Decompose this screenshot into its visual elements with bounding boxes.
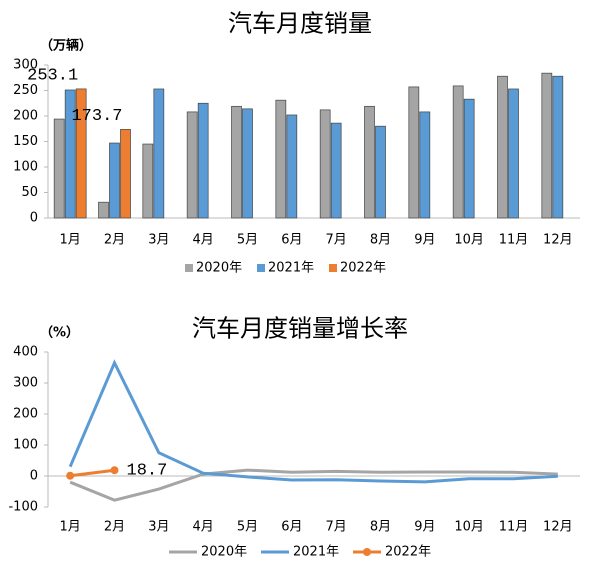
bar bbox=[231, 105, 242, 219]
line bbox=[69, 468, 558, 502]
bar bbox=[419, 111, 431, 219]
bar bbox=[286, 114, 298, 219]
x-tick-label: 1月 bbox=[60, 520, 81, 535]
x-tick-label: 7月 bbox=[326, 233, 347, 248]
y-tick-label: 50 bbox=[21, 185, 38, 200]
x-tick-label: 11月 bbox=[499, 233, 529, 248]
bar bbox=[242, 108, 253, 219]
x-tick-label: 5月 bbox=[237, 233, 258, 248]
chart-title: 汽车月度销量 bbox=[228, 10, 372, 38]
bar bbox=[319, 109, 331, 219]
bar bbox=[497, 75, 508, 219]
x-tick-label: 2月 bbox=[104, 520, 125, 535]
legend-label: 2021年 bbox=[293, 545, 339, 560]
bar bbox=[508, 88, 519, 219]
data-label: 18.7 bbox=[127, 462, 168, 481]
bar bbox=[375, 125, 386, 219]
bar bbox=[330, 122, 342, 219]
bar bbox=[186, 111, 198, 219]
line bbox=[68, 359, 558, 484]
legend-swatch bbox=[329, 264, 337, 272]
legend-label: 2022年 bbox=[385, 545, 431, 560]
x-tick-label: 1月 bbox=[60, 233, 81, 248]
x-tick-label: 3月 bbox=[148, 520, 169, 535]
data-label: 173.7 bbox=[71, 107, 122, 126]
y-tick-label: 0 bbox=[30, 211, 38, 226]
legend-label: 2021年 bbox=[268, 261, 314, 276]
bar bbox=[452, 85, 464, 219]
line bbox=[69, 468, 115, 478]
x-tick-label: 11月 bbox=[499, 520, 529, 535]
legend-label: 2020年 bbox=[201, 545, 247, 560]
bar bbox=[197, 102, 209, 219]
marker bbox=[66, 471, 75, 480]
x-tick-label: 9月 bbox=[414, 520, 435, 535]
bar bbox=[552, 75, 564, 219]
bar bbox=[64, 89, 76, 219]
x-tick-label: 6月 bbox=[281, 520, 302, 535]
y-tick-label: 200 bbox=[13, 109, 38, 124]
legend-label: 2022年 bbox=[340, 261, 386, 276]
y-tick-label: 400 bbox=[13, 345, 38, 360]
y-axis-label: （%） bbox=[40, 325, 79, 341]
x-tick-label: 3月 bbox=[148, 233, 169, 248]
y-tick-label: 100 bbox=[13, 160, 38, 175]
x-tick-label: 12月 bbox=[543, 233, 573, 248]
legend-swatch bbox=[185, 264, 193, 272]
x-tick-label: 8月 bbox=[370, 520, 391, 535]
bar bbox=[275, 99, 287, 219]
y-tick-label: 0 bbox=[30, 469, 38, 484]
x-tick-label: 6月 bbox=[281, 233, 302, 248]
x-tick-label: 5月 bbox=[237, 520, 258, 535]
chart-title: 汽车月度销量增长率 bbox=[192, 315, 408, 343]
bar bbox=[541, 72, 553, 219]
x-tick-label: 10月 bbox=[454, 233, 484, 248]
bar bbox=[364, 105, 375, 219]
y-tick-label: 300 bbox=[13, 58, 38, 73]
x-tick-label: 8月 bbox=[370, 233, 391, 248]
y-axis-label: （万辆） bbox=[40, 38, 92, 54]
y-tick-label: 300 bbox=[13, 376, 38, 391]
bar bbox=[53, 118, 65, 219]
y-tick-label: 200 bbox=[13, 407, 38, 422]
bar bbox=[120, 129, 131, 219]
marker bbox=[110, 466, 119, 475]
bar bbox=[98, 201, 109, 219]
x-tick-label: 4月 bbox=[193, 233, 214, 248]
legend-label: 2020年 bbox=[196, 261, 242, 276]
x-tick-label: 2月 bbox=[104, 233, 125, 248]
y-tick-label: 150 bbox=[13, 134, 38, 149]
y-tick-label: -100 bbox=[8, 500, 38, 515]
bar bbox=[463, 98, 475, 219]
bar bbox=[153, 88, 165, 219]
y-tick-label: 250 bbox=[13, 83, 38, 98]
x-tick-label: 7月 bbox=[326, 520, 347, 535]
x-tick-label: 10月 bbox=[454, 520, 484, 535]
legend-marker bbox=[363, 548, 371, 556]
x-tick-label: 4月 bbox=[193, 520, 214, 535]
x-tick-label: 12月 bbox=[543, 520, 573, 535]
data-label: 253.1 bbox=[27, 66, 78, 85]
bar bbox=[408, 86, 420, 219]
x-tick-label: 9月 bbox=[414, 233, 435, 248]
legend-swatch bbox=[257, 264, 265, 272]
y-tick-label: 100 bbox=[13, 438, 38, 453]
bar bbox=[75, 88, 87, 219]
bar bbox=[142, 143, 154, 219]
bar bbox=[109, 142, 120, 219]
